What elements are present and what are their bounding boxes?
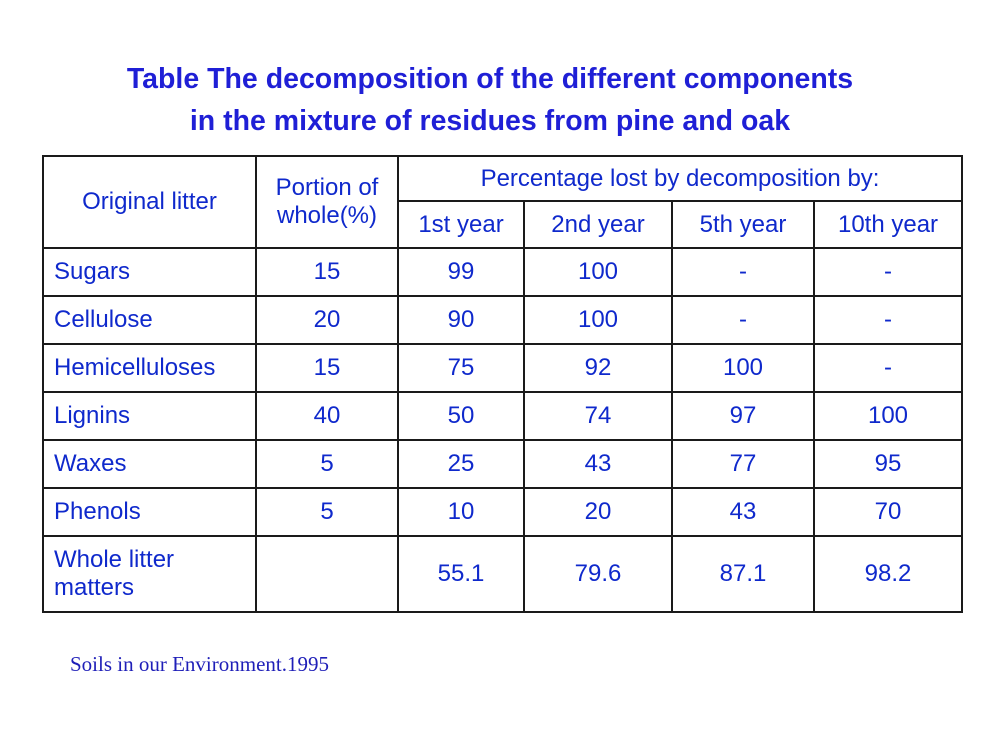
row-portion: 5 (255, 439, 399, 489)
row-name: Lignins (42, 391, 257, 441)
total-year-1: 55.1 (397, 535, 525, 613)
header-row-top: Original litter Portion of whole(%) Perc… (42, 155, 964, 249)
row-portion: 40 (255, 391, 399, 441)
row-year-5: 43 (671, 487, 815, 537)
table-title: Table The decomposition of the different… (0, 58, 980, 142)
header-year-5: 5th year (671, 200, 815, 249)
row-year-1: 25 (397, 439, 525, 489)
title-line-2: in the mixture of residues from pine and… (189, 105, 791, 137)
header-original-litter: Original litter (42, 155, 257, 249)
row-name: Hemicelluloses (42, 343, 257, 393)
row-year-5: 77 (671, 439, 815, 489)
table-row: Lignins 40 50 74 97 100 (42, 391, 964, 441)
row-portion: 15 (255, 343, 399, 393)
table-row: Sugars 15 99 100 - - (42, 247, 964, 297)
total-year-10: 98.2 (812, 535, 964, 613)
header-portion: Portion of whole(%) (255, 155, 399, 249)
row-name: Waxes (42, 439, 257, 489)
header-portion-line-1: Portion of (275, 174, 379, 201)
decomposition-table: Original litter Portion of whole(%) Perc… (42, 155, 964, 613)
row-year-10: 100 (812, 391, 964, 441)
table-row: Waxes 5 25 43 77 95 (42, 439, 964, 489)
table-row: Cellulose 20 90 100 - - (42, 295, 964, 345)
row-year-2: 92 (523, 343, 673, 393)
row-year-5: 97 (671, 391, 815, 441)
header-percentage-lost: Percentage lost by decomposition by: (396, 155, 964, 202)
row-year-1: 90 (397, 295, 525, 345)
total-portion (255, 535, 399, 613)
row-year-2: 43 (523, 439, 673, 489)
table-row: Hemicelluloses 15 75 92 100 - (42, 343, 964, 393)
row-year-10: 95 (812, 439, 964, 489)
row-portion: 15 (255, 247, 399, 297)
row-year-10: - (812, 343, 964, 393)
row-year-10: 70 (812, 487, 964, 537)
row-name: Sugars (42, 247, 257, 297)
row-year-5: - (671, 247, 815, 297)
total-name: Whole litter matters (42, 535, 257, 613)
row-year-10: - (812, 247, 964, 297)
row-year-2: 100 (523, 295, 673, 345)
row-portion: 20 (255, 295, 399, 345)
row-year-1: 99 (397, 247, 525, 297)
header-portion-line-2: whole(%) (276, 202, 378, 229)
row-year-5: - (671, 295, 815, 345)
row-name: Cellulose (42, 295, 257, 345)
row-year-1: 50 (397, 391, 525, 441)
row-portion: 5 (255, 487, 399, 537)
row-year-1: 75 (397, 343, 525, 393)
header-year-2: 2nd year (523, 200, 673, 249)
header-row-years: 1st year 2nd year 5th year 10th year (43, 200, 964, 249)
row-year-2: 100 (523, 247, 673, 297)
row-year-2: 20 (523, 487, 673, 537)
table-row-total: Whole litter matters 55.1 79.6 87.1 98.2 (42, 535, 964, 613)
table-row: Phenols 5 10 20 43 70 (42, 487, 964, 537)
total-year-2: 79.6 (523, 535, 673, 613)
source-citation: Soils in our Environment.1995 (70, 652, 329, 676)
title-line-1: Table The decomposition of the different… (126, 63, 854, 95)
row-year-10: - (812, 295, 964, 345)
total-name-line-2: matters (54, 574, 135, 601)
header-year-1: 1st year (397, 200, 525, 249)
total-name-line-1: Whole litter (54, 546, 175, 573)
row-year-5: 100 (671, 343, 815, 393)
row-year-1: 10 (397, 487, 525, 537)
total-year-5: 87.1 (671, 535, 815, 613)
header-year-10: 10th year (812, 200, 964, 249)
row-name: Phenols (42, 487, 257, 537)
row-year-2: 74 (523, 391, 673, 441)
